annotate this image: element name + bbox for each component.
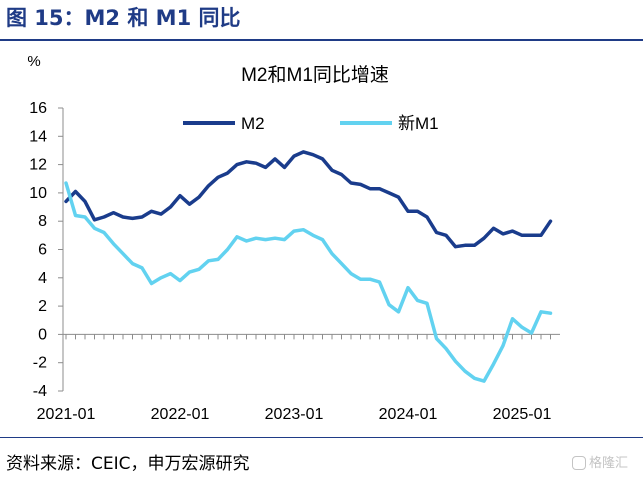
- legend: M2 新M1: [183, 114, 439, 133]
- title-divider: [0, 39, 643, 41]
- series-lines: [64, 150, 553, 383]
- y-tick-label: 4: [38, 270, 47, 287]
- y-tick-label: 6: [38, 242, 47, 259]
- y-tick-label: 10: [29, 185, 47, 202]
- source-note: 资料来源：CEIC，申万宏源研究: [6, 454, 250, 474]
- y-tick-label: -2: [33, 355, 47, 372]
- figure-title: 图 15：M2 和 M1 同比: [6, 6, 241, 30]
- footer-divider: [0, 437, 643, 438]
- x-tick-label: 2021-01: [37, 406, 96, 423]
- x-tick-label: 2025-01: [493, 406, 552, 423]
- x-tick-label: 2023-01: [265, 406, 324, 423]
- series-line-new-m1: [64, 181, 553, 383]
- y-axis: 16 14 12 10 8 6 4 2 0 -2 -4: [29, 100, 64, 400]
- y-tick-label: 8: [38, 213, 47, 230]
- y-tick-label: 2: [38, 298, 47, 315]
- y-tick-label: 14: [29, 128, 47, 145]
- legend-label: 新M1: [398, 114, 439, 133]
- y-tick-label: 16: [29, 100, 47, 117]
- x-axis: 2021-01 2022-01 2023-01 2024-01 2025-01: [37, 333, 560, 423]
- watermark: 格隆汇: [572, 452, 628, 471]
- watermark-logo-icon: [572, 456, 586, 470]
- series-line-m2: [64, 150, 553, 249]
- legend-label: M2: [241, 114, 265, 133]
- y-tick-label: 0: [38, 326, 47, 343]
- y-tick-label: 12: [29, 157, 47, 174]
- watermark-text: 格隆汇: [589, 456, 629, 471]
- chart-title: M2和M1同比增速: [241, 64, 389, 86]
- y-axis-unit-label: %: [27, 53, 40, 70]
- x-tick-label: 2022-01: [151, 406, 210, 423]
- y-tick-label: -4: [33, 383, 47, 400]
- x-tick-label: 2024-01: [379, 406, 438, 423]
